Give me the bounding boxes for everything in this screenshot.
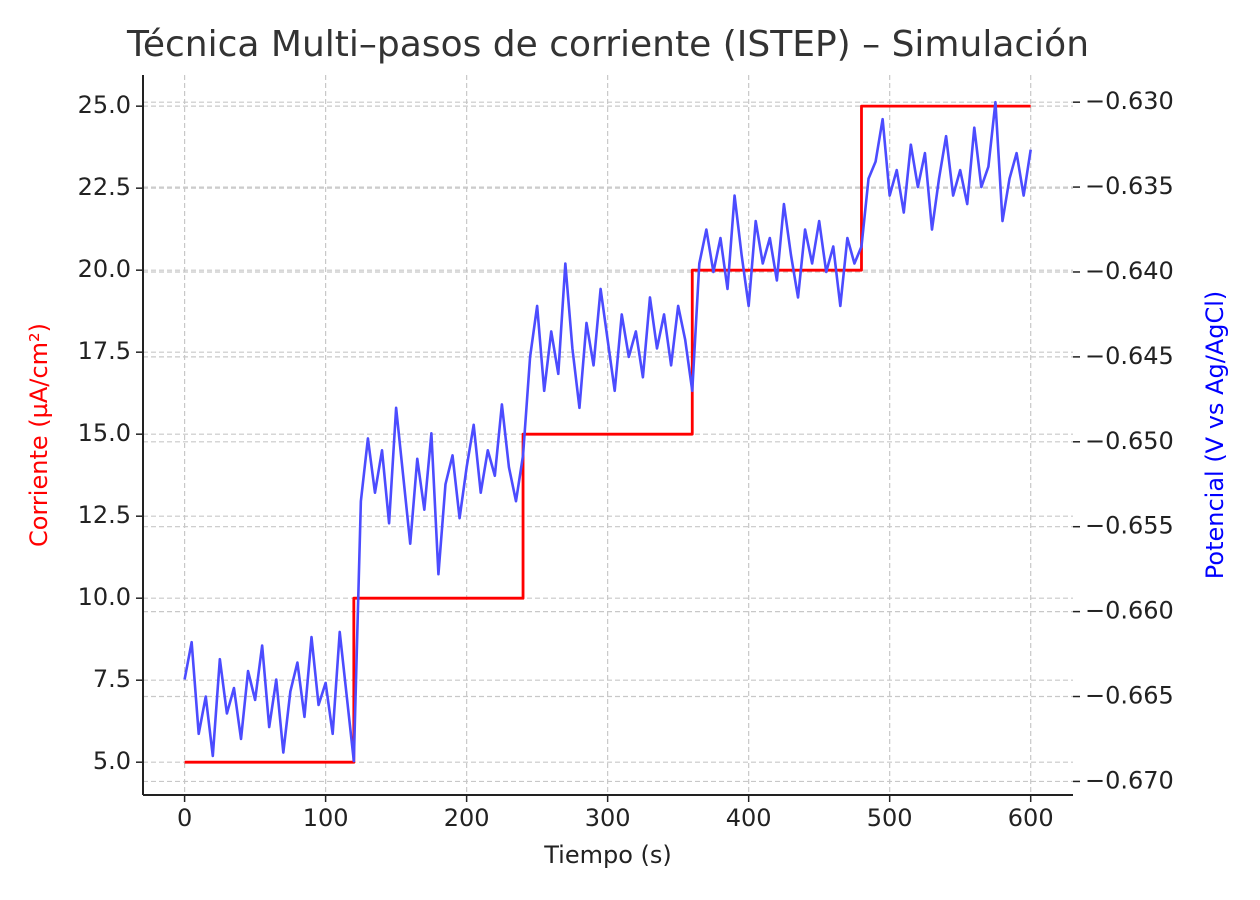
y2-tick-label: −0.645 (1085, 342, 1174, 370)
y2-tick-label: −0.650 (1085, 427, 1174, 455)
x-tick-label: 400 (726, 804, 772, 832)
y2-tick-label: −0.655 (1085, 512, 1174, 540)
x-tick-label: 0 (177, 804, 192, 832)
series-line (184, 104, 1031, 764)
y-tick-label: 12.5 (78, 501, 131, 529)
y2-tick-label: −0.660 (1085, 597, 1174, 625)
y2-axis-label: Potencial (V vs Ag/AgCl) (1201, 291, 1229, 579)
y-tick-label: 7.5 (93, 665, 131, 693)
y-tick-label: 22.5 (78, 173, 131, 201)
x-axis-label: Tiempo (s) (543, 841, 672, 869)
y-tick-label: 25.0 (78, 91, 131, 119)
y-tick-label: 10.0 (78, 583, 131, 611)
y2-tick-label: −0.635 (1085, 172, 1174, 200)
y2-tick-label: −0.640 (1085, 257, 1174, 285)
y2-tick-label: −0.630 (1085, 87, 1174, 115)
x-tick-label: 600 (1008, 804, 1054, 832)
y-tick-label: 20.0 (78, 255, 131, 283)
y-tick-label: 15.0 (78, 419, 131, 447)
x-tick-label: 200 (444, 804, 490, 832)
y2-tick-label: −0.670 (1085, 766, 1174, 794)
y-tick-label: 17.5 (78, 337, 131, 365)
x-tick-label: 500 (867, 804, 913, 832)
x-tick-label: 300 (585, 804, 631, 832)
y2-tick-label: −0.665 (1085, 682, 1174, 710)
y-tick-label: 5.0 (93, 747, 131, 775)
series-line (183, 100, 1032, 763)
y-axis-label: Corriente (µA/cm²) (25, 323, 53, 547)
chart-title: Técnica Multi–pasos de corriente (ISTEP)… (126, 24, 1089, 65)
x-tick-label: 100 (303, 804, 349, 832)
